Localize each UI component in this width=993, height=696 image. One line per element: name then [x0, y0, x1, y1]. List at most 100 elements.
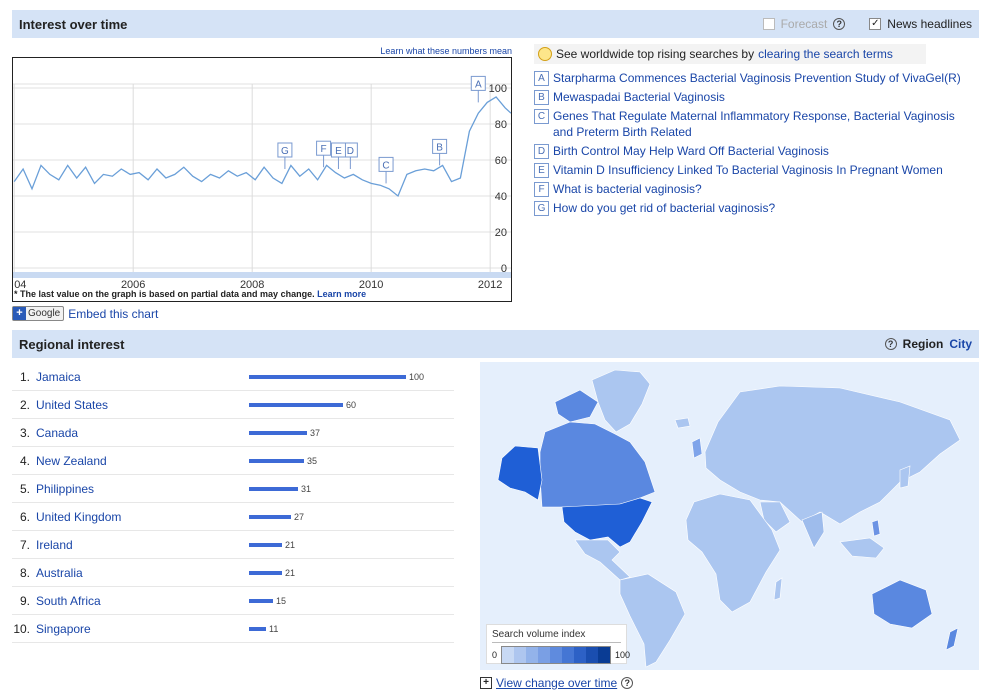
world-map-svg [497, 369, 961, 668]
region-bar-group: 27 [249, 512, 304, 522]
legend-min: 0 [492, 650, 498, 660]
region-name-link[interactable]: New Zealand [36, 453, 107, 468]
annotation-box [378, 156, 394, 172]
google-gadget-label: Google [28, 308, 61, 319]
region-name-link[interactable]: Jamaica [36, 369, 81, 384]
region-row: 4. New Zealand 35 [12, 447, 454, 475]
regional-interest-title: Regional interest [19, 336, 125, 352]
region-rank: 5. [19, 481, 30, 496]
annotation-box [330, 142, 346, 158]
news-item: B Mewaspadai Bacterial Vaginosis [534, 89, 974, 105]
news-item: G How do you get rid of bacterial vaginos… [534, 200, 974, 216]
region-rank: 1. [19, 369, 30, 384]
news-headlines-label: News headlines [887, 17, 972, 31]
learn-more-link[interactable]: Learn more [317, 289, 367, 299]
forecast-label: Forecast [780, 17, 828, 31]
region-name-link[interactable]: Australia [36, 565, 83, 580]
region-bar [249, 514, 291, 519]
news-list: A Starpharma Commences Bacterial Vaginosi… [534, 70, 974, 216]
forecast-checkbox[interactable] [762, 18, 775, 30]
region-name-link[interactable]: South Africa [36, 593, 101, 608]
region-row: 1. Jamaica 100 [12, 363, 454, 391]
view-change-over-time-link[interactable]: View change over time [496, 676, 618, 690]
region-row: 10. Singapore 11 [12, 615, 454, 643]
news-headline-link[interactable]: Genes That Regulate Maternal Inflammator… [553, 109, 955, 139]
forecast-help-icon[interactable]: ? [833, 18, 846, 30]
annotation-letter: C [382, 160, 389, 171]
region-value: 35 [307, 455, 318, 466]
news-item: A Starpharma Commences Bacterial Vaginosi… [534, 70, 974, 86]
annotation-box [470, 75, 486, 91]
region-tab[interactable]: Region [902, 337, 944, 351]
expand-plus-icon[interactable]: + [480, 677, 492, 689]
news-headline-link[interactable]: Mewaspadai Bacterial Vaginosis [553, 90, 725, 104]
regional-list: 1. Jamaica 100 2. United States 60 3. Canada 37 4… [12, 363, 454, 643]
clear-search-terms-link[interactable]: clearing the search terms [758, 47, 893, 61]
region-options: ? Region City [884, 337, 972, 351]
region-rank: 3. [19, 425, 30, 440]
region-row: 2. United States 60 [12, 391, 454, 419]
news-item: D Birth Control May Help Ward Off Bacteri… [534, 143, 974, 159]
region-bar [249, 626, 266, 631]
time-range-band [13, 272, 511, 278]
region-value: 31 [301, 483, 312, 494]
region-row: 8. Australia 21 [12, 559, 454, 587]
region-bar [249, 458, 304, 463]
annotation-letter: A [475, 79, 482, 90]
x-tick-label: 2010 [359, 279, 383, 288]
region-name-link[interactable]: Philippines [36, 481, 95, 496]
view-change-row: + View change over time ? [480, 676, 634, 690]
region-name-link[interactable]: United Kingdom [36, 509, 122, 524]
region-rank: 10. [13, 621, 30, 636]
view-change-help-icon[interactable]: ? [621, 677, 634, 689]
region-rank: 2. [19, 397, 30, 412]
embed-chart-link[interactable]: Embed this chart [68, 306, 159, 321]
legend-swatch [514, 647, 527, 663]
legend-swatch [538, 647, 551, 663]
news-item: F What is bacterial vaginosis? [534, 181, 974, 197]
region-row: 9. South Africa 15 [12, 587, 454, 615]
annotation-box [432, 138, 448, 154]
region-help-icon[interactable]: ? [884, 338, 897, 350]
chart-footnote: * The last value on the graph is based o… [14, 289, 366, 299]
region-bar-group: 15 [249, 596, 286, 606]
interest-chart-svg: 04 2006 2008 2010 2012 0 20 40 60 80 100 A B C DEF G [13, 75, 511, 291]
news-headline-link[interactable]: Vitamin D Insufficiency Linked To Bacter… [553, 163, 943, 177]
region-name-link[interactable]: Singapore [36, 621, 91, 636]
news-panel: See worldwide top rising searches by cle… [534, 44, 974, 219]
learn-numbers-link[interactable]: Learn what these numbers mean [380, 46, 512, 56]
legend-swatch [550, 647, 563, 663]
annotation-box [316, 140, 332, 156]
region-name-link[interactable]: United States [36, 397, 109, 412]
annotation-box [277, 142, 293, 158]
region-name-link[interactable]: Canada [36, 425, 79, 440]
rising-searches-tip: See worldwide top rising searches by cle… [534, 44, 926, 64]
x-tick-label: 2012 [478, 279, 502, 288]
annotation-letter: D [347, 146, 354, 157]
news-headlines-checkbox[interactable]: ✓ [869, 18, 882, 30]
news-headline-link[interactable]: How do you get rid of bacterial vaginosi… [553, 201, 776, 215]
news-headline-link[interactable]: Birth Control May Help Ward Off Bacteria… [553, 144, 829, 158]
news-letter-label: E [534, 163, 549, 178]
y-tick-label: 80 [495, 119, 507, 131]
annotation-letter: G [281, 146, 289, 157]
region-value: 37 [310, 427, 321, 438]
regional-interest-header: Regional interest ? Region City [12, 330, 979, 358]
city-tab[interactable]: City [949, 337, 972, 351]
y-tick-label: 100 [489, 83, 507, 95]
interest-over-time-title: Interest over time [19, 16, 128, 32]
interest-over-time-header: Interest over time Forecast ? ✓ News hea… [12, 10, 979, 38]
region-bar-group: 21 [249, 540, 295, 550]
region-bar-group: 37 [249, 428, 320, 438]
region-name-link[interactable]: Ireland [36, 537, 73, 552]
legend-swatch [586, 647, 599, 663]
header-options: Forecast ? ✓ News headlines [762, 17, 972, 31]
news-letter-label: B [534, 90, 549, 105]
news-headline-link[interactable]: Starpharma Commences Bacterial Vaginosis… [553, 71, 961, 85]
world-map[interactable]: Search volume index 0 100 [480, 362, 979, 670]
annotation-letter: B [436, 142, 443, 153]
region-rank: 8. [19, 565, 30, 580]
google-gadget-button[interactable]: + Google [12, 306, 65, 321]
region-row: 5. Philippines 31 [12, 475, 454, 503]
news-headline-link[interactable]: What is bacterial vaginosis? [553, 182, 702, 196]
